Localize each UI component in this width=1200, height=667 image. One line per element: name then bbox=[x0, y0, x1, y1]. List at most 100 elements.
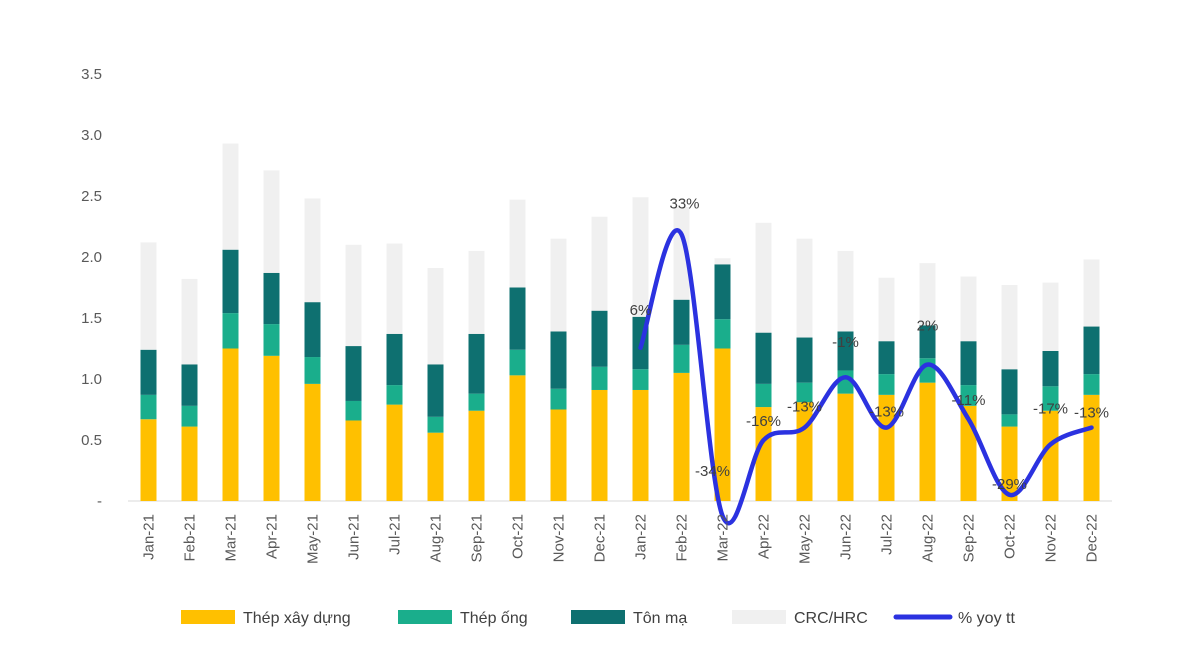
bar-segment bbox=[181, 278, 198, 365]
y-tick-label: 3.5 bbox=[81, 66, 102, 83]
legend-label: Thép xây dựng bbox=[243, 610, 351, 627]
legend-swatch bbox=[181, 610, 235, 624]
x-tick-label: Jan-21 bbox=[141, 514, 158, 560]
bar-segment bbox=[591, 366, 608, 390]
bar-segment bbox=[1001, 414, 1018, 427]
bar-segment bbox=[673, 299, 690, 345]
legend-swatch bbox=[732, 610, 786, 624]
bar-segment bbox=[345, 420, 362, 501]
bar-segment bbox=[1042, 410, 1059, 501]
yoy-data-label: -13% bbox=[869, 404, 904, 421]
bar-segment bbox=[878, 394, 895, 501]
bar-segment bbox=[960, 385, 977, 406]
bar-segment bbox=[919, 263, 936, 326]
bar-segment bbox=[1042, 282, 1059, 351]
x-tick-label: Apr-22 bbox=[756, 514, 773, 559]
yoy-data-label: 6% bbox=[630, 302, 652, 319]
bar-segment bbox=[140, 349, 157, 395]
bar-segment bbox=[550, 331, 567, 389]
bar-segment bbox=[222, 313, 239, 349]
bar-segment bbox=[1083, 326, 1100, 375]
x-tick-label: Feb-21 bbox=[182, 514, 199, 562]
y-tick-label: 0.5 bbox=[81, 432, 102, 449]
legend-label: CRC/HRC bbox=[794, 610, 868, 627]
bar-segment bbox=[960, 276, 977, 342]
bar-segment bbox=[591, 310, 608, 367]
bar-segment bbox=[919, 382, 936, 501]
bar-segment bbox=[960, 341, 977, 386]
x-tick-label: May-22 bbox=[797, 514, 814, 564]
yoy-data-label: 33% bbox=[669, 195, 699, 212]
bar-segment bbox=[1001, 285, 1018, 370]
bar-series bbox=[140, 143, 1100, 501]
bar-segment bbox=[304, 357, 321, 384]
bar-segment bbox=[878, 277, 895, 342]
bar-segment bbox=[140, 394, 157, 420]
bar-segment bbox=[1042, 386, 1059, 411]
x-tick-label: Mar-22 bbox=[715, 514, 732, 562]
bar-segment bbox=[222, 348, 239, 501]
bar-segment bbox=[550, 388, 567, 410]
bar-segment bbox=[632, 369, 649, 390]
bar-segment bbox=[632, 389, 649, 501]
bar-segment bbox=[632, 197, 649, 317]
x-tick-label: Feb-22 bbox=[674, 514, 691, 562]
bar-segment bbox=[345, 400, 362, 421]
yoy-line bbox=[638, 228, 1094, 526]
bar-segment bbox=[263, 324, 280, 356]
bar-segment bbox=[1083, 374, 1100, 395]
x-tick-label: Mar-21 bbox=[223, 514, 240, 562]
x-tick-label: Dec-21 bbox=[592, 514, 609, 562]
x-tick-label: Jun-22 bbox=[838, 514, 855, 560]
yoy-data-label: -16% bbox=[746, 413, 781, 430]
bar-segment bbox=[468, 250, 485, 334]
bar-segment bbox=[755, 383, 772, 408]
bar-segment bbox=[386, 243, 403, 334]
bar-segment bbox=[755, 407, 772, 501]
bar-segment bbox=[837, 331, 854, 371]
bar-segment bbox=[304, 383, 321, 501]
bar-segment bbox=[591, 389, 608, 501]
bar-segment bbox=[181, 426, 198, 501]
bar-segment bbox=[345, 244, 362, 347]
bar-segment bbox=[427, 416, 444, 433]
x-tick-label: Nov-21 bbox=[551, 514, 568, 562]
yoy-data-label: -1% bbox=[832, 334, 859, 351]
bar-segment bbox=[345, 346, 362, 401]
bar-segment bbox=[1001, 369, 1018, 415]
bar-segment bbox=[386, 404, 403, 501]
yoy-data-label: -13% bbox=[787, 399, 822, 416]
bar-segment bbox=[140, 242, 157, 350]
bar-segment bbox=[509, 199, 526, 288]
bar-segment bbox=[878, 374, 895, 395]
yoy-data-label: -13% bbox=[1074, 405, 1109, 422]
yoy-data-label: -34% bbox=[695, 463, 730, 480]
x-tick-label: Aug-22 bbox=[920, 514, 937, 562]
bar-segment bbox=[1083, 259, 1100, 327]
x-tick-label: Jul-22 bbox=[879, 514, 896, 555]
bar-segment bbox=[837, 393, 854, 501]
legend-label: Thép ống bbox=[460, 610, 528, 627]
bar-segment bbox=[468, 333, 485, 394]
bar-segment bbox=[591, 216, 608, 311]
bar-segment bbox=[304, 198, 321, 303]
y-tick-label: 3.0 bbox=[81, 127, 102, 144]
x-tick-label: May-21 bbox=[305, 514, 322, 564]
bar-segment bbox=[304, 302, 321, 358]
bar-segment bbox=[878, 341, 895, 375]
bar-segment bbox=[509, 349, 526, 376]
legend-label: Tôn mạ bbox=[633, 610, 687, 627]
x-tick-label: Sep-22 bbox=[961, 514, 978, 562]
yoy-data-label: -29% bbox=[992, 476, 1027, 493]
bar-segment bbox=[509, 375, 526, 501]
legend-label: % yoy tt bbox=[958, 610, 1015, 627]
y-axis-ticks: - 0.5 1.0 1.5 2.0 2.5 3.0 3.5 bbox=[81, 66, 102, 510]
bar-segment bbox=[140, 419, 157, 501]
bar-segment bbox=[222, 249, 239, 314]
bar-segment bbox=[427, 364, 444, 417]
bar-segment bbox=[755, 332, 772, 384]
legend-swatch bbox=[398, 610, 452, 624]
legend-swatch bbox=[571, 610, 625, 624]
y-tick-label: 1.5 bbox=[81, 310, 102, 327]
